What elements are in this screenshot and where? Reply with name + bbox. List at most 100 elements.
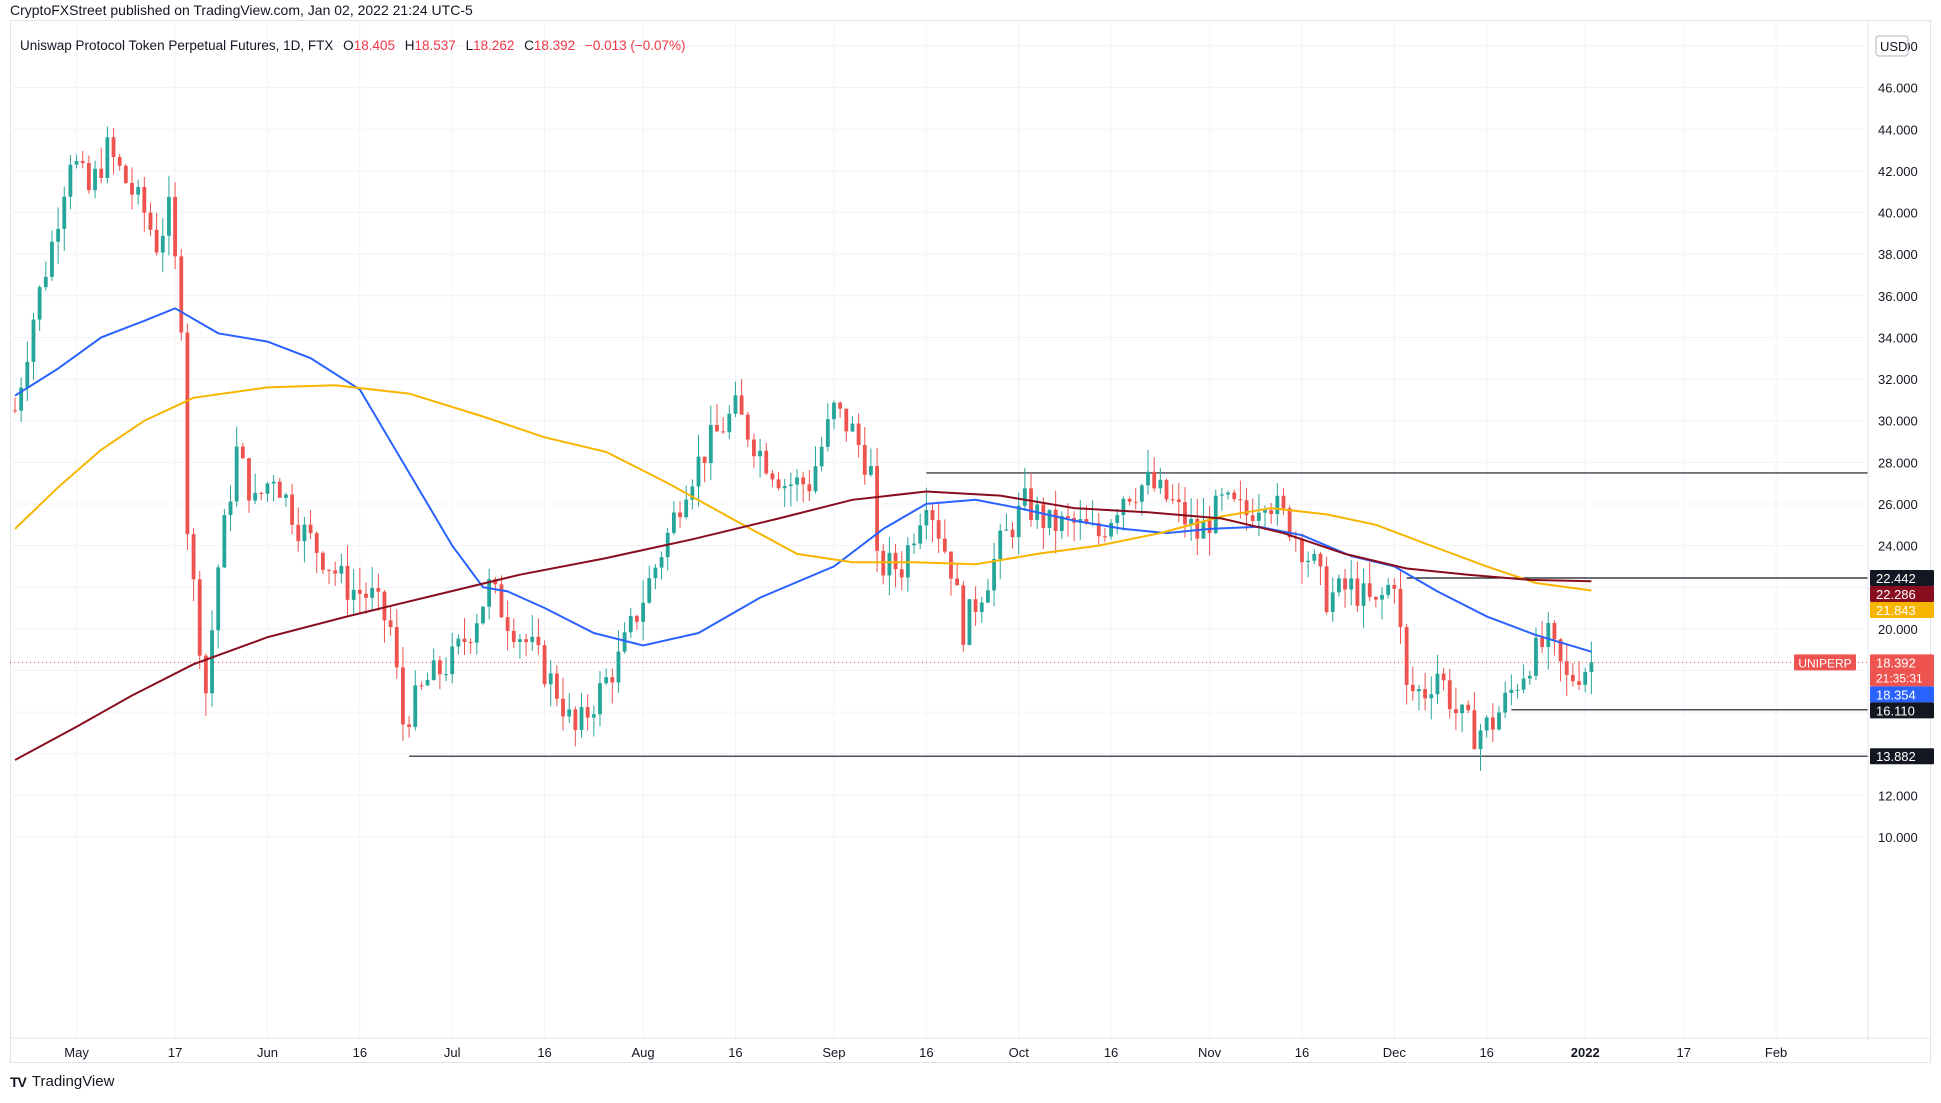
candle [1515,684,1520,699]
candle-body [1189,518,1194,525]
candle-body [376,588,381,592]
price-label-bg [1870,748,1934,765]
candle-body [228,501,233,516]
candle [1072,511,1077,542]
candle [468,638,473,654]
y-tick-label: 10.000 [1878,830,1918,845]
x-tick-label: Oct [1009,1045,1030,1060]
candle [961,581,966,652]
candle-body [1220,494,1224,496]
candle-body [1139,485,1144,502]
candle [123,163,128,185]
candle [31,313,36,380]
candle-body [1281,495,1286,509]
candle [203,653,208,716]
candle [1127,497,1132,506]
candle-body [1429,694,1434,699]
candle-body [1164,479,1169,500]
candle-body [1330,592,1335,612]
candle [1435,654,1440,704]
candle-body [610,677,615,683]
candle [1398,571,1403,644]
candle-body [327,569,331,571]
candle-body [247,458,251,501]
candle-body [635,615,639,622]
candle-body [671,512,676,533]
price-axis: 10.00012.00014.00016.00018.00020.00022.0… [1867,20,1918,1040]
candle [364,582,368,614]
candle [50,230,54,281]
candle-body [1232,492,1237,500]
candle [450,632,455,684]
y-tick-label: 36.000 [1878,289,1918,304]
candle-body [345,565,350,600]
candle-body [1109,522,1113,537]
candle-body [1238,499,1243,501]
candle [875,447,879,573]
candle [801,471,806,503]
candle-body [567,709,572,717]
candle [1484,715,1489,738]
candle-body [801,477,806,485]
candle [505,600,510,651]
candle [222,508,227,568]
x-tick-label: Aug [632,1045,655,1060]
candle [142,176,147,232]
candle [474,614,479,655]
candle [838,401,843,418]
x-tick-label: May [64,1045,89,1060]
candle-body [912,543,916,546]
candle-body [554,673,559,699]
candle-body [1349,578,1354,590]
candle-body [949,551,953,579]
candle-body [721,431,726,433]
x-tick-label: Feb [1765,1045,1787,1060]
candle [37,285,42,331]
candle [117,153,122,171]
candle-body [56,228,61,242]
candle [548,659,553,707]
candle-body [234,446,239,502]
candle [277,477,282,498]
candle-body [930,510,935,521]
candle [1583,667,1588,693]
candle-body [320,552,325,570]
symbol-name: Uniswap Protocol Token Perpetual Futures… [20,38,334,53]
candle [370,567,375,611]
candle [1410,666,1415,701]
candle [1047,509,1052,536]
candle-body [123,165,128,183]
candle-body [1343,578,1347,590]
candle [739,379,744,415]
candle-body [1398,588,1403,628]
candle [1447,669,1452,719]
candle [197,571,202,670]
candle [444,657,448,682]
candle-body [585,707,590,718]
candle [1380,587,1384,620]
moving-average-line [14,384,1592,592]
candle-body [1552,622,1557,640]
candle [758,438,762,478]
candle [185,323,190,550]
candle [647,565,652,604]
candle-body [74,161,79,165]
price-label-value: 22.286 [1876,587,1916,602]
candle-body [1022,488,1027,506]
candle [1330,577,1335,622]
candle [1521,664,1526,693]
candle-body [1010,529,1015,538]
candle-body [296,524,301,542]
candle [1041,497,1046,550]
candle [684,485,689,520]
candle [1078,499,1083,540]
tradingview-footer[interactable]: TV TradingView [10,1073,114,1090]
candle [1152,457,1157,492]
candle-body [653,567,658,579]
x-tick-label: Jun [257,1045,278,1060]
candle-body [1312,553,1317,561]
candle-body [253,492,258,501]
candle-body [86,163,91,191]
candle [591,705,596,737]
